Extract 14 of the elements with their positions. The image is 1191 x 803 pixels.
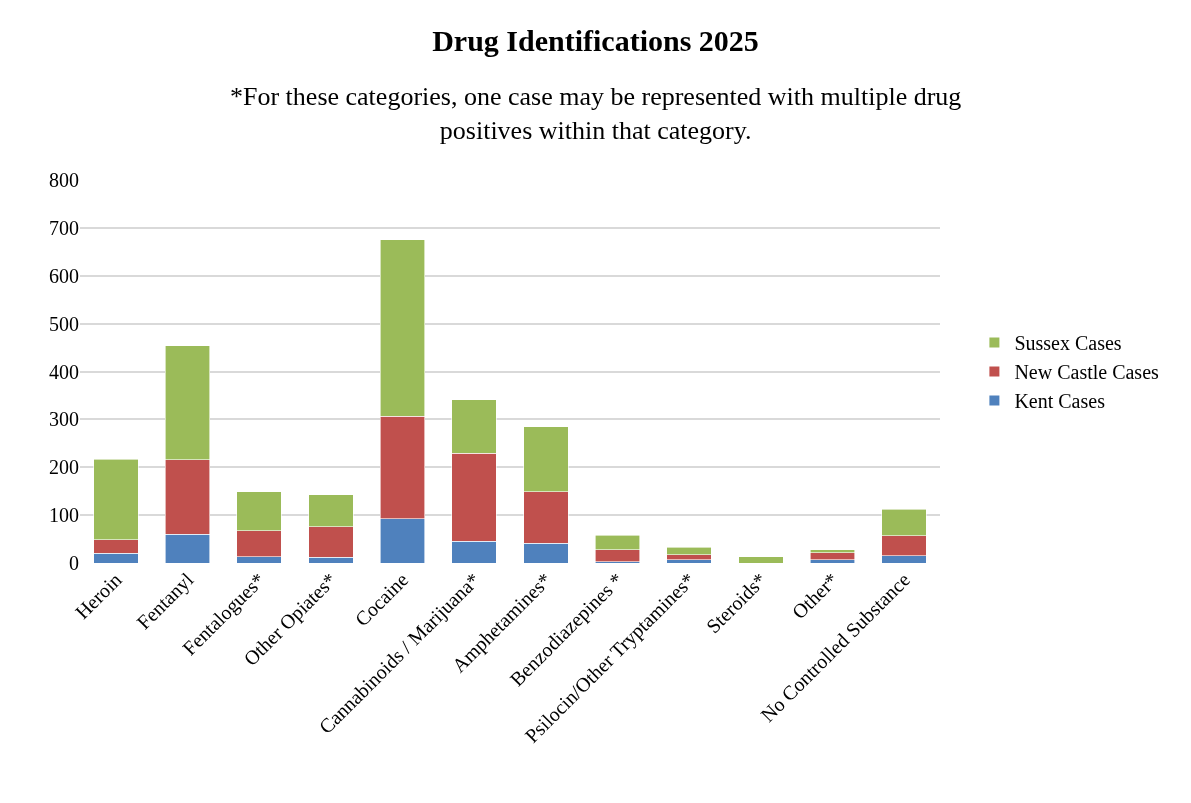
y-tick-label: 100 [49, 504, 79, 527]
legend-label: New Castle Cases [1014, 361, 1160, 384]
y-tick-label: 200 [49, 456, 79, 479]
y-tick-label: 600 [49, 264, 79, 287]
y-tick-label: 800 [49, 169, 79, 191]
y-tick-label: 0 [69, 552, 79, 574]
y-tick-label: 300 [49, 408, 79, 431]
y-tick-label: 400 [49, 360, 79, 383]
legend-label: Kent Cases [1014, 390, 1106, 413]
y-tick-label: 500 [49, 312, 79, 335]
chart-subtitle: *For these categories, one case may be represented with multiple drug positives within that category. [230, 82, 962, 145]
legend-label: Sussex Cases [1014, 332, 1122, 355]
y-tick-label: 700 [49, 216, 79, 239]
chart-title: Drug Identifications 2025 [432, 24, 759, 57]
